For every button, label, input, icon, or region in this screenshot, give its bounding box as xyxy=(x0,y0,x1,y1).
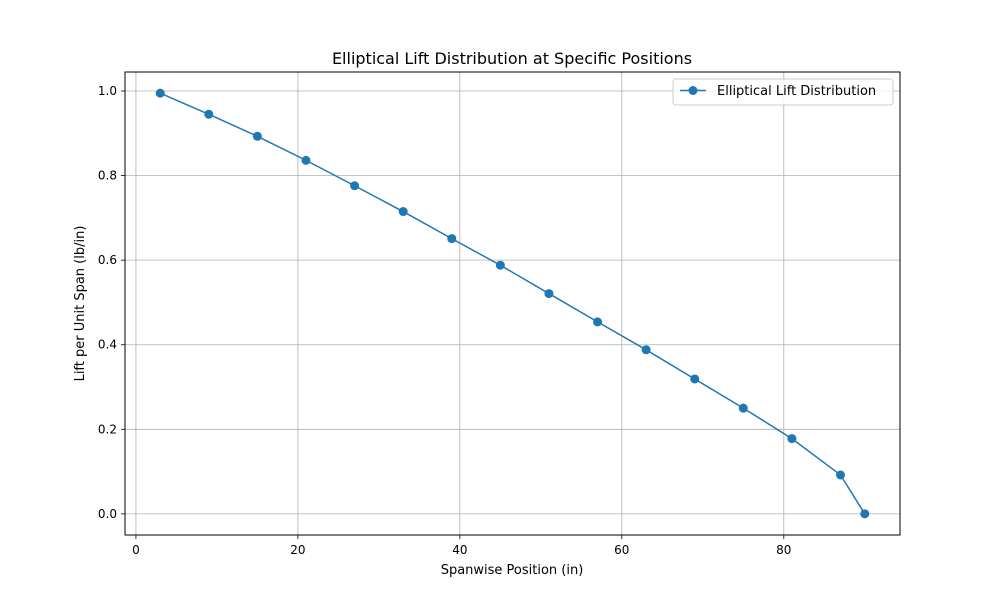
legend: Elliptical Lift Distribution xyxy=(672,78,894,106)
y-tick-label: 0.0 xyxy=(98,507,117,521)
data-point xyxy=(204,109,214,119)
x-axis-label: Spanwise Position (in) xyxy=(441,563,584,578)
data-point xyxy=(835,470,845,480)
data-point xyxy=(155,88,165,98)
x-axis: 0 20 40 60 80 xyxy=(132,535,791,557)
data-point xyxy=(544,289,554,299)
data-point xyxy=(301,155,311,165)
y-tick-label: 0.2 xyxy=(98,422,117,436)
data-point xyxy=(860,509,870,519)
y-tick-label: 0.4 xyxy=(98,338,117,352)
series-line xyxy=(159,92,866,515)
x-tick-label: 40 xyxy=(452,543,467,557)
series-layer xyxy=(155,88,870,519)
data-point xyxy=(641,345,651,355)
data-point xyxy=(252,131,262,141)
legend-label: Elliptical Lift Distribution xyxy=(717,84,876,99)
data-point xyxy=(593,317,603,327)
x-tick-label: 60 xyxy=(614,543,629,557)
x-tick-label: 20 xyxy=(290,543,305,557)
y-tick-label: 0.8 xyxy=(98,169,117,183)
chart-title: Elliptical Lift Distribution at Specific… xyxy=(332,49,692,68)
data-point xyxy=(738,403,748,413)
data-point xyxy=(787,434,797,444)
x-tick-label: 80 xyxy=(776,543,791,557)
legend-box xyxy=(672,78,894,106)
data-point xyxy=(398,207,408,217)
data-point xyxy=(447,234,457,244)
data-point xyxy=(690,374,700,384)
data-point xyxy=(350,181,360,191)
grid xyxy=(125,72,900,535)
x-tick-label: 0 xyxy=(132,543,140,557)
y-axis: 0.0 0.2 0.4 0.6 0.8 1.0 xyxy=(98,84,125,521)
y-tick-label: 0.6 xyxy=(98,253,117,267)
data-point xyxy=(495,260,505,270)
plot-frame xyxy=(124,71,901,536)
legend-marker xyxy=(688,86,698,95)
y-tick-label: 1.0 xyxy=(98,84,117,98)
y-axis-label: Lift per Unit Span (lb/in) xyxy=(73,226,88,382)
